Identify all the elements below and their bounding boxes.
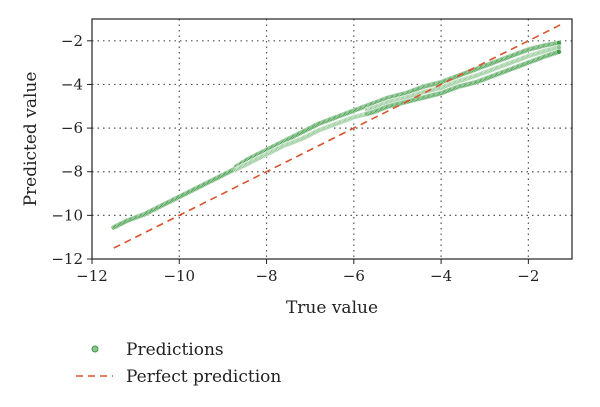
y-tick-label: −6 bbox=[61, 119, 83, 137]
y-axis-label: Predicted value bbox=[21, 72, 41, 207]
x-tick-label: −6 bbox=[343, 267, 365, 285]
x-tick-label: −8 bbox=[255, 267, 277, 285]
x-tick-label: −12 bbox=[76, 267, 108, 285]
legend-label-predictions: Predictions bbox=[126, 340, 224, 360]
y-tick-label: −12 bbox=[51, 250, 83, 268]
y-tick-label: −4 bbox=[61, 75, 83, 93]
plot-frame bbox=[91, 18, 573, 260]
plot-area bbox=[110, 22, 564, 249]
legend: Predictions Perfect prediction bbox=[76, 340, 281, 387]
x-tick-label: −10 bbox=[163, 267, 195, 285]
x-tick-label: −4 bbox=[430, 267, 452, 285]
legend-label-perfect-prediction: Perfect prediction bbox=[126, 367, 281, 387]
data-point bbox=[556, 48, 562, 55]
perfect-prediction-line bbox=[113, 22, 564, 249]
legend-marker-predictions bbox=[91, 345, 99, 353]
x-axis-label: True value bbox=[286, 298, 378, 318]
y-tick-label: −10 bbox=[51, 206, 83, 224]
y-axis-ticks: −12 −10 −8 −6 −4 −2 bbox=[51, 32, 92, 268]
y-tick-label: −8 bbox=[61, 163, 83, 181]
y-tick-label: −2 bbox=[61, 32, 83, 50]
x-axis-ticks: −12 −10 −8 −6 −4 −2 bbox=[76, 259, 539, 285]
x-tick-label: −2 bbox=[517, 267, 539, 285]
